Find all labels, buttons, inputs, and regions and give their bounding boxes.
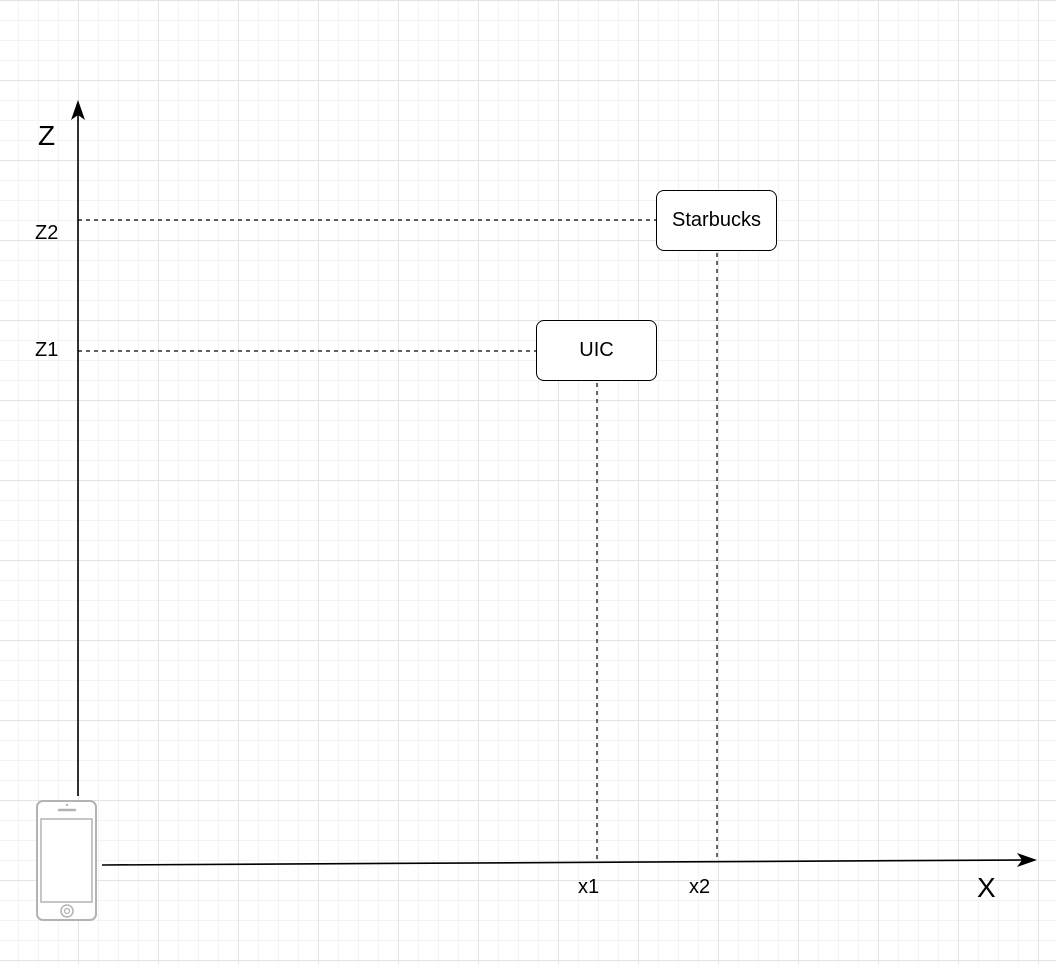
z-axis-arrowhead — [71, 100, 85, 120]
z1-tick-label: Z1 — [35, 339, 59, 361]
uic-node-label: UIC — [579, 339, 614, 361]
uic-node[interactable]: UIC — [536, 320, 657, 381]
z-axis-label: Z — [38, 120, 56, 151]
x-axis-label: X — [977, 872, 996, 903]
smartphone-icon — [36, 800, 97, 921]
x-axis-line — [101, 859, 1023, 866]
x2-tick-label: x2 — [689, 876, 711, 898]
starbucks-node-label: Starbucks — [672, 209, 761, 231]
starbucks-node[interactable]: Starbucks — [656, 190, 777, 251]
z2-tick-label: Z2 — [35, 222, 59, 244]
x-axis-arrowhead — [1017, 853, 1037, 867]
x1-tick-label: x1 — [578, 876, 600, 898]
